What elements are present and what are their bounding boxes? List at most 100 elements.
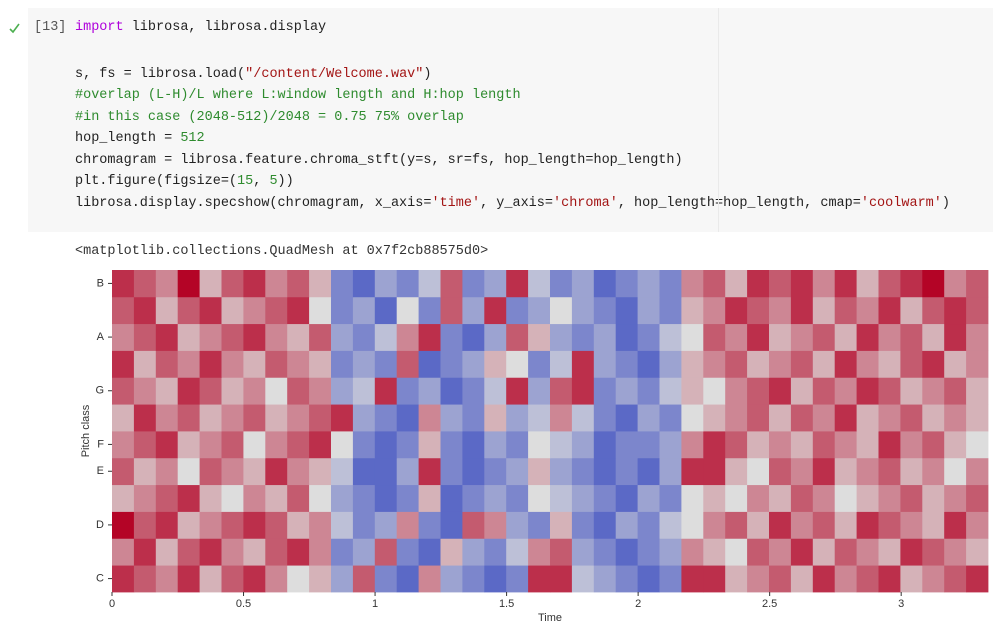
y-axis-label: Pitch class xyxy=(80,404,92,457)
heatmap-cell xyxy=(506,538,528,565)
heatmap-cell xyxy=(200,485,222,512)
heatmap-cell xyxy=(922,565,944,592)
code-line: #overlap (L-H)/L where L:window length a… xyxy=(75,88,950,110)
heatmap-cell xyxy=(528,324,550,351)
heatmap-cell xyxy=(375,404,397,431)
heatmap-cell xyxy=(791,270,813,297)
heatmap-cell xyxy=(594,565,616,592)
heatmap-cell xyxy=(156,538,178,565)
heatmap-cell xyxy=(506,565,528,592)
heatmap-cell xyxy=(703,377,725,404)
heatmap-cell xyxy=(791,297,813,324)
heatmap-cell xyxy=(134,377,156,404)
code-token: 5 xyxy=(269,174,277,189)
heatmap-cell xyxy=(813,538,835,565)
heatmap-cell xyxy=(397,404,419,431)
heatmap-cell xyxy=(156,431,178,458)
heatmap-cell xyxy=(243,377,265,404)
heatmap-cell xyxy=(660,512,682,539)
heatmap-cell xyxy=(309,351,331,378)
heatmap-cell xyxy=(725,404,747,431)
heatmap-cell xyxy=(419,377,441,404)
heatmap-cell xyxy=(769,538,791,565)
heatmap-cell xyxy=(857,458,879,485)
heatmap-cell xyxy=(638,270,660,297)
heatmap-cell xyxy=(769,512,791,539)
heatmap-cell xyxy=(484,324,506,351)
heatmap-cell xyxy=(331,431,353,458)
heatmap-cell xyxy=(112,270,134,297)
heatmap-cell xyxy=(331,324,353,351)
heatmap-cell xyxy=(900,377,922,404)
heatmap-cell xyxy=(265,377,287,404)
heatmap-cell xyxy=(528,404,550,431)
heatmap-cell xyxy=(681,512,703,539)
heatmap-cell xyxy=(506,404,528,431)
heatmap-cell xyxy=(506,270,528,297)
heatmap-cell xyxy=(178,512,200,539)
heatmap-cell xyxy=(638,485,660,512)
heatmap-cell xyxy=(419,485,441,512)
heatmap-cell xyxy=(353,485,375,512)
heatmap-cell xyxy=(791,485,813,512)
heatmap-cell xyxy=(769,324,791,351)
heatmap-cell xyxy=(419,404,441,431)
heatmap-cell xyxy=(353,297,375,324)
heatmap-cell xyxy=(900,324,922,351)
heatmap-cell xyxy=(725,324,747,351)
heatmap-cell xyxy=(681,404,703,431)
heatmap-cell xyxy=(638,324,660,351)
heatmap-cell xyxy=(747,351,769,378)
heatmap-cell xyxy=(900,512,922,539)
heatmap-cell xyxy=(441,512,463,539)
heatmap-cell xyxy=(309,485,331,512)
heatmap-cell xyxy=(331,512,353,539)
heatmap-cell xyxy=(484,377,506,404)
code-line: plt.figure(figsize=(15, 5)) xyxy=(75,174,950,196)
heatmap-cell xyxy=(725,351,747,378)
code-token: 512 xyxy=(180,131,204,146)
heatmap-cell xyxy=(660,324,682,351)
heatmap-cell xyxy=(265,351,287,378)
heatmap-cell xyxy=(506,377,528,404)
heatmap-cell xyxy=(900,565,922,592)
heatmap-cell xyxy=(725,485,747,512)
heatmap-cell xyxy=(331,351,353,378)
heatmap-cell xyxy=(178,297,200,324)
heatmap-cell xyxy=(660,297,682,324)
heatmap-cell xyxy=(484,297,506,324)
heatmap-cell xyxy=(331,377,353,404)
heatmap-cell xyxy=(528,565,550,592)
code-token: , y_axis= xyxy=(480,196,553,211)
heatmap-cell xyxy=(900,351,922,378)
heatmap-cell xyxy=(462,512,484,539)
heatmap-cell xyxy=(966,431,988,458)
heatmap-cell xyxy=(287,297,309,324)
heatmap-cell xyxy=(813,351,835,378)
x-tick-label: 2.5 xyxy=(762,598,777,610)
heatmap-cell xyxy=(660,351,682,378)
heatmap-cell xyxy=(200,404,222,431)
heatmap-cell xyxy=(528,351,550,378)
heatmap-cell xyxy=(944,458,966,485)
heatmap-cell xyxy=(681,297,703,324)
heatmap-cell xyxy=(134,512,156,539)
heatmap-cell xyxy=(572,351,594,378)
heatmap-cell xyxy=(594,270,616,297)
heatmap-cell xyxy=(397,297,419,324)
heatmap-cell xyxy=(879,324,901,351)
heatmap-cell xyxy=(178,351,200,378)
x-tick-label: 1 xyxy=(372,598,378,610)
heatmap-cell xyxy=(638,431,660,458)
heatmap-cell xyxy=(769,377,791,404)
heatmap-cell xyxy=(484,485,506,512)
heatmap-cell xyxy=(200,565,222,592)
heatmap-cell xyxy=(857,485,879,512)
heatmap-cell xyxy=(879,404,901,431)
code-token: 'coolwarm' xyxy=(861,196,942,211)
heatmap-cell xyxy=(178,270,200,297)
heatmap-cell xyxy=(638,297,660,324)
code-token: , xyxy=(253,174,269,189)
heatmap-cell xyxy=(660,458,682,485)
heatmap-cell xyxy=(725,431,747,458)
